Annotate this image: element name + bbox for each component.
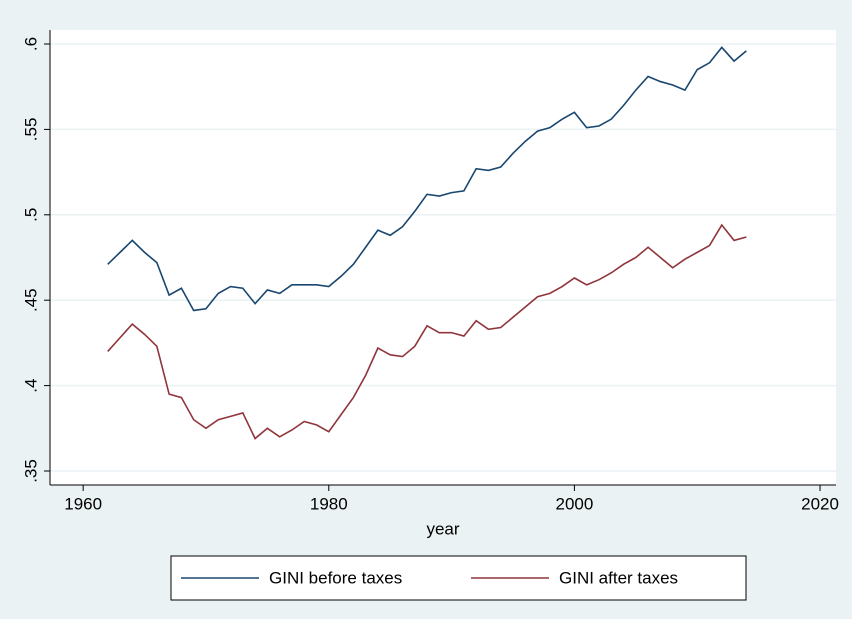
- line-series: [107, 46, 747, 312]
- line-series: [107, 223, 747, 440]
- x-tick-label: 2000: [555, 494, 593, 513]
- plot-area: [50, 30, 836, 485]
- y-tick-label: .6: [21, 37, 40, 51]
- legend-label: GINI before taxes: [269, 568, 402, 587]
- y-tick-label: .4: [21, 379, 40, 393]
- y-tick-label: .35: [21, 459, 40, 483]
- legend-box: [170, 555, 747, 601]
- y-tick-label: .5: [21, 208, 40, 222]
- x-tick-label: 1980: [310, 494, 348, 513]
- x-axis-title: year: [426, 519, 459, 538]
- legend-label: GINI after taxes: [559, 568, 678, 587]
- x-tick-label: 2020: [801, 494, 839, 513]
- x-tick-label: 1960: [64, 494, 102, 513]
- y-tick-label: .55: [21, 118, 40, 142]
- y-tick-label: .45: [21, 288, 40, 312]
